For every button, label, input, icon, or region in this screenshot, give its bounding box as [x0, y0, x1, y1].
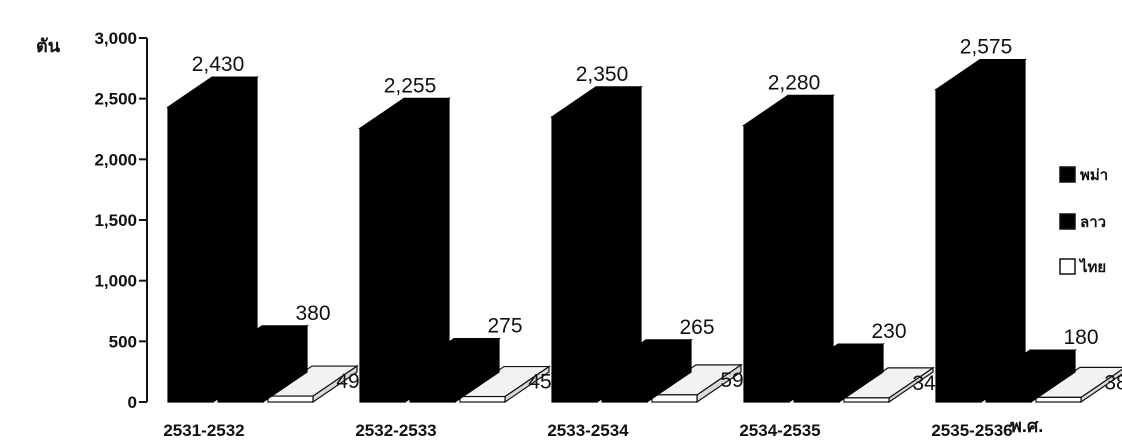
data-label: 265 — [679, 316, 714, 339]
y-tick-label: 0 — [128, 393, 137, 412]
bar — [166, 76, 259, 404]
x-tick-label: 2533-2534 — [547, 421, 629, 440]
y-axis-title: ตัน — [36, 36, 61, 56]
data-label: 2,280 — [768, 71, 821, 94]
data-label: 2,430 — [192, 53, 245, 76]
legend-label: ไทย — [1078, 257, 1106, 276]
data-label: 380 — [295, 302, 330, 325]
bar-front — [267, 395, 314, 403]
bar-front — [167, 106, 214, 403]
y-tick-label: 2,000 — [94, 150, 137, 169]
bars — [166, 58, 1122, 404]
x-axis: 2531-2532 2532-2533 2533-2534 2534-2535 2535… — [163, 421, 1012, 440]
legend-label: ลาว — [1080, 214, 1106, 231]
legend-item: ลาว — [1059, 213, 1106, 231]
data-label: 180 — [1063, 326, 1098, 349]
y-axis: 0 500 1,000 1,500 2,000 2,500 3,000 — [94, 29, 148, 412]
legend-item: ไทย — [1059, 257, 1106, 276]
y-tick-label: 500 — [109, 332, 137, 351]
bar — [934, 58, 1027, 404]
bar-side — [212, 76, 258, 404]
legend-swatch — [1059, 213, 1076, 230]
bar-front — [551, 116, 598, 403]
bar-front — [843, 397, 890, 403]
bar-front — [743, 124, 790, 403]
bar-front — [651, 394, 698, 403]
bar-front — [459, 395, 506, 403]
bar-side — [788, 94, 834, 404]
data-labels: 2,430 380 49 2,255 275 45 2,350 265 59 2,280 230 34… — [192, 36, 1122, 395]
y-tick-label: 3,000 — [94, 29, 137, 48]
bar-front — [1035, 396, 1082, 403]
bar — [358, 97, 451, 404]
data-label: 2,350 — [576, 63, 629, 86]
data-label: 45 — [528, 371, 551, 394]
bar-side — [980, 58, 1026, 404]
legend-swatch — [1059, 258, 1076, 275]
bar — [650, 363, 743, 404]
bar — [742, 94, 835, 404]
data-label: 230 — [871, 320, 906, 343]
x-tick-label: 2535-2536 — [931, 421, 1012, 440]
y-tick-label: 1,000 — [94, 272, 137, 291]
bar — [550, 85, 643, 404]
y-tick-label: 2,500 — [94, 90, 137, 109]
data-label: 49 — [336, 370, 359, 393]
data-label: 59 — [720, 369, 743, 392]
data-label: 34 — [912, 372, 936, 395]
y-tick-label: 1,500 — [94, 211, 137, 230]
data-label: 2,255 — [384, 74, 437, 97]
bar-side — [404, 97, 450, 404]
legend-swatch — [1059, 166, 1076, 183]
x-tick-label: 2531-2532 — [163, 421, 244, 440]
data-label: 275 — [487, 315, 522, 338]
data-label: 38 — [1104, 371, 1122, 394]
x-axis-title: พ.ศ. — [1010, 416, 1043, 436]
legend-label: พม่า — [1080, 167, 1108, 184]
bar-front — [359, 127, 406, 403]
x-tick-label: 2534-2535 — [739, 421, 820, 440]
bar-front — [935, 88, 982, 403]
data-label: 2,575 — [960, 36, 1013, 59]
legend-item: พม่า — [1059, 166, 1108, 184]
bar — [1034, 366, 1122, 404]
x-tick-label: 2532-2533 — [355, 421, 436, 440]
bar-side — [596, 85, 642, 404]
bar — [842, 366, 935, 404]
